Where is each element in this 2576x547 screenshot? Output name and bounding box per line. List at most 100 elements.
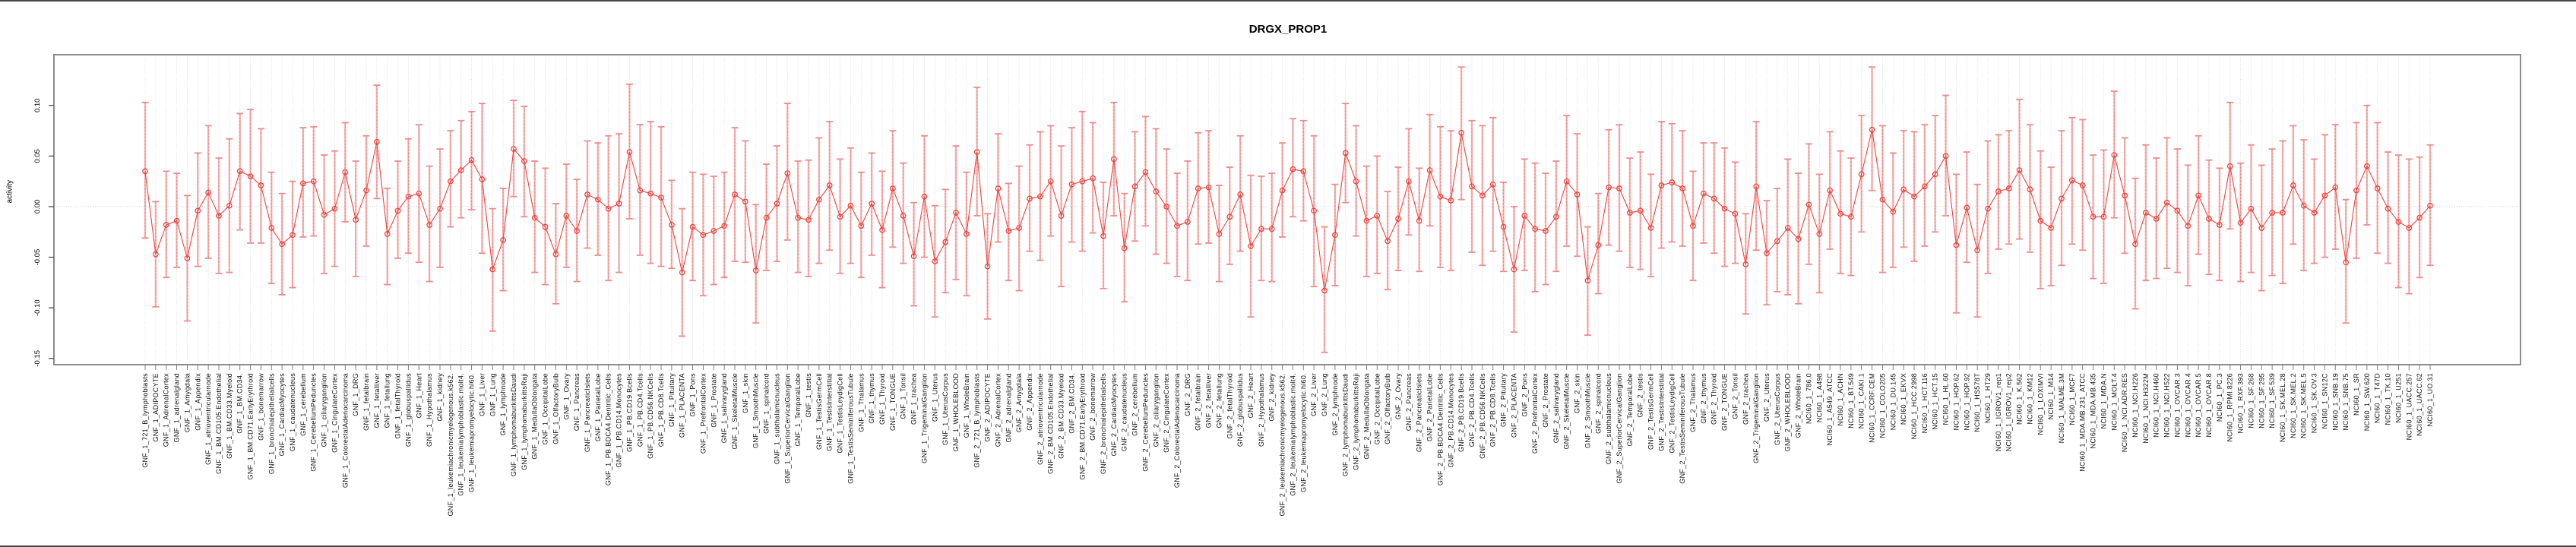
x-category-label: GNF_2_salivarygland [1552, 373, 1560, 443]
data-point [321, 211, 328, 218]
x-category-label: NCI60_1_NCI.H322M [2142, 373, 2150, 444]
x-category-label: GNF_2_OlfactoryBulb [1384, 373, 1391, 444]
data-point [258, 182, 264, 188]
x-category-label: GNF_2_TemporalLobe [1626, 373, 1634, 446]
x-category-label: GNF_2_SmoothMuscle [1584, 373, 1591, 448]
x-category-label: NCI60_1_CAKI.1 [1858, 373, 1866, 428]
x-category-label: GNF_1_adrenalgland [173, 373, 181, 442]
x-category-label: GNF_2_subthalamicnucleus [1605, 373, 1612, 464]
x-category-label: GNF_1_OccipitalLobe [542, 373, 549, 444]
x-category-label: NCI60_1_TK.10 [2385, 373, 2392, 425]
data-point [1374, 213, 1381, 219]
data-point [637, 187, 644, 194]
data-point [1090, 175, 1096, 182]
data-point [795, 214, 801, 221]
x-category-label: GNF_1_Uterus [931, 373, 938, 422]
plot-frame [53, 54, 2521, 365]
x-category-label: NCI60_1_NCI.H460 [2153, 373, 2160, 438]
x-category-label: GNF_1_salivarygland [720, 373, 728, 443]
data-point [2059, 195, 2065, 202]
data-point [1616, 185, 1622, 191]
x-category-label: GNF_1_Thyroid [878, 373, 886, 425]
data-point [973, 149, 980, 155]
data-point [2226, 163, 2233, 169]
data-point [300, 180, 306, 187]
x-category-label: GNF_1_Liver [478, 373, 486, 416]
data-point [1111, 156, 1117, 163]
x-category-label: GNF_2_WholeBrain [1795, 373, 1802, 438]
x-category-label: GNF_1_trachea [910, 373, 918, 425]
data-point [2143, 210, 2149, 216]
x-category-label: GNF_1_PB.CD4.Tcells [636, 373, 644, 447]
x-category-label: NCI60_1_CCRF.CEM [1869, 373, 1876, 443]
x-axis-labels: GNF_1_721_B_lymphoblasts GNF_1_ADIPOCYTE G… [141, 373, 2434, 517]
data-point [236, 168, 243, 175]
window-top-edge [0, 0, 2576, 2]
data-point [1701, 190, 1707, 197]
x-category-label: GNF_2_lymphomaburkittsDaudi [1342, 373, 1350, 476]
x-category-label: GNF_1_Appendix [194, 373, 201, 431]
x-category-label: NCI60_1_HL.60 [1942, 373, 1950, 425]
data-point [342, 169, 349, 175]
data-point [1205, 184, 1212, 191]
x-category-label: GNF_2_kidney [1268, 373, 1276, 422]
data-point [1037, 193, 1043, 200]
x-category-label: NCI60_1_MOLT.4 [2110, 373, 2118, 431]
x-category-label: NCI60_1_SK.OV.3 [2311, 373, 2318, 433]
x-category-label: NCI60_1_HOP.62 [1952, 373, 1960, 431]
x-category-label: NCI60_1_ACHN [1837, 373, 1844, 426]
x-category-label: GNF_2_UterusCorpus [1774, 373, 1781, 445]
data-point [1658, 182, 1665, 188]
y-tick-label: 0.05 [33, 149, 42, 163]
x-category-label: GNF_2_Thalamus [1689, 373, 1697, 432]
data-point [721, 223, 727, 229]
x-category-label: GNF_2_PB.CD4.Tcells [1468, 373, 1476, 447]
data-point [742, 198, 748, 205]
x-category-label: NCI60_1_786.0 [1805, 373, 1812, 424]
x-category-label: GNF_2_cerebellum [1131, 373, 1139, 436]
data-point [531, 214, 538, 221]
data-point [1985, 205, 1991, 212]
x-category-label: GNF_2_Heart [1247, 373, 1255, 419]
x-category-label: GNF_1_PB.CD14.Monocytes [616, 373, 623, 468]
x-category-label: GNF_1_atrioventricularnode [204, 373, 212, 465]
x-category-label: GNF_1_caudatenucleus [289, 373, 296, 451]
x-category-label: GNF_1_BM.CD34. [236, 373, 244, 434]
data-point [2427, 202, 2433, 209]
x-category-label: GNF_1_cerebellum [299, 373, 307, 436]
data-point [669, 222, 675, 228]
x-category-label: GNF_1_skin [742, 373, 749, 413]
data-point [995, 185, 1002, 191]
data-point [1816, 231, 1823, 237]
x-category-label: NCI60_1_OVCAR.5 [2195, 373, 2202, 438]
x-category-label: GNF_1_Amygdala [183, 373, 191, 432]
data-point [153, 251, 159, 258]
data-point [2153, 216, 2160, 222]
x-category-label: GNF_1_leukemiapromyelocytic.hl60. [468, 373, 476, 492]
x-category-label: GNF_1_MedullaOblongata [531, 373, 539, 460]
data-point [732, 191, 738, 198]
x-category-label: GNF_1_PancreaticIslets [584, 373, 591, 452]
data-point [310, 178, 317, 185]
x-category-label: GNF_2_CerebellumPeduncles [1141, 373, 1149, 472]
x-category-label: NCI60_1_BT.549 [1847, 373, 1855, 428]
data-point [1563, 178, 1570, 185]
data-point [279, 241, 285, 248]
x-category-label: GNF_2_PLACENTA [1510, 373, 1517, 438]
data-point [1805, 201, 1812, 208]
data-point [2037, 217, 2044, 224]
x-category-label: NCI60_1_UACC.257 [2405, 373, 2413, 440]
x-category-label: GNF_1_bronchialepithelialcells [267, 373, 275, 474]
x-category-label: GNF_1_Prostate [710, 373, 717, 428]
x-category-label: GNF_1_leukemiachronicmyelogenous.k562. [447, 373, 454, 517]
data-point [2206, 216, 2212, 222]
x-category-label: GNF_2_Liver [1310, 373, 1318, 416]
x-category-label: NCI60_1_SF.539 [2268, 373, 2276, 428]
x-category-label: NCI60_1_SK.MEL.5 [2300, 373, 2308, 438]
x-category-label: GNF_1_Ovary [562, 373, 570, 420]
data-point [1932, 171, 1938, 178]
data-point [1774, 238, 1780, 245]
data-point [1595, 242, 1602, 248]
data-point [763, 214, 770, 221]
x-category-label: GNF_1_UterusCorpus [941, 373, 949, 445]
